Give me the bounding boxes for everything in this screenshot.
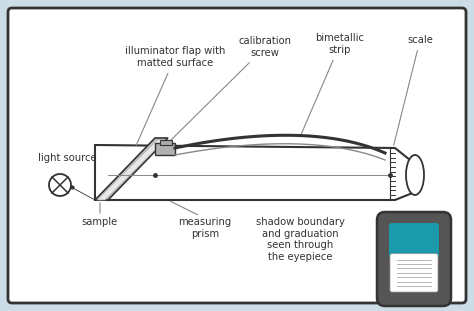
- Ellipse shape: [406, 155, 424, 195]
- Text: measuring
prism: measuring prism: [178, 217, 232, 239]
- FancyBboxPatch shape: [160, 140, 172, 145]
- Polygon shape: [97, 140, 165, 200]
- FancyBboxPatch shape: [390, 254, 438, 292]
- Text: scale: scale: [394, 35, 433, 145]
- FancyBboxPatch shape: [377, 212, 451, 306]
- FancyBboxPatch shape: [389, 223, 439, 259]
- Text: sample: sample: [82, 217, 118, 227]
- Text: bimetallic
strip: bimetallic strip: [301, 33, 365, 134]
- Text: shadow boundary
and graduation
seen through
the eyepiece: shadow boundary and graduation seen thro…: [255, 217, 345, 262]
- Polygon shape: [95, 145, 420, 200]
- Text: light source: light source: [38, 153, 97, 163]
- Polygon shape: [95, 138, 168, 200]
- Text: illuminator flap with
matted surface: illuminator flap with matted surface: [125, 46, 225, 146]
- FancyBboxPatch shape: [8, 8, 466, 303]
- Polygon shape: [155, 143, 175, 155]
- Text: calibration
screw: calibration screw: [170, 36, 292, 141]
